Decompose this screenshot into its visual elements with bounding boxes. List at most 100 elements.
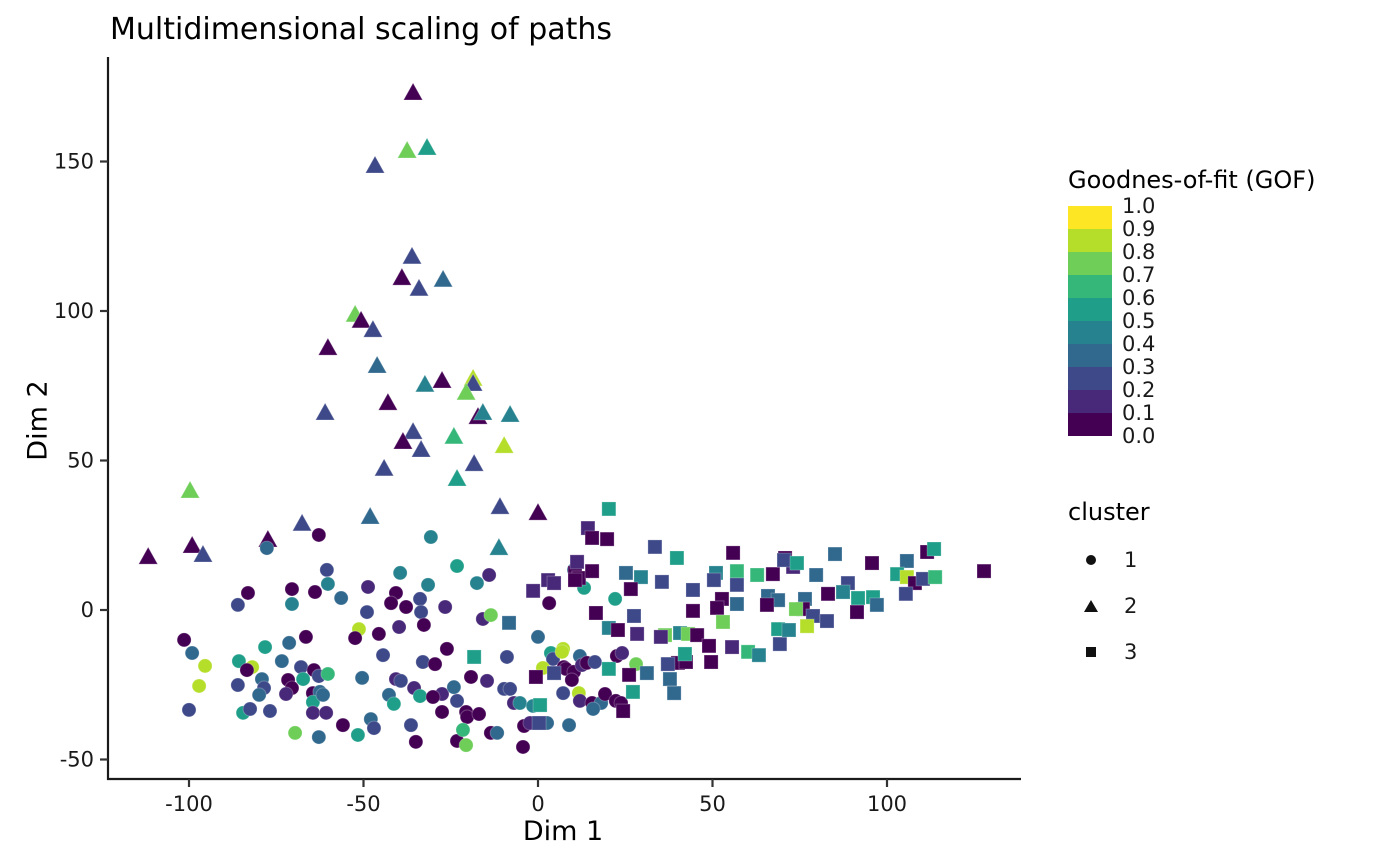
data-point: [391, 619, 407, 635]
data-point: [305, 705, 321, 721]
data-point: [554, 644, 570, 660]
data-point: [392, 430, 414, 450]
data-point: [567, 572, 583, 588]
gof-colorbar-band: [1068, 321, 1112, 344]
data-point: [527, 502, 549, 521]
data-point: [427, 656, 443, 672]
data-point: [416, 137, 438, 156]
data-point: [350, 727, 366, 743]
data-point: [137, 546, 159, 565]
data-point: [347, 630, 363, 646]
data-point: [849, 604, 865, 620]
gof-legend-title: Goodnes-of-fit (GOF): [1068, 166, 1316, 194]
data-point: [685, 582, 701, 598]
data-point: [184, 645, 200, 661]
data-point: [314, 401, 336, 421]
data-point: [320, 666, 336, 682]
data-point: [359, 604, 375, 620]
square-icon: [1072, 647, 1110, 657]
data-point: [531, 715, 547, 731]
data-point: [489, 725, 505, 741]
data-point: [729, 596, 745, 612]
data-point: [481, 567, 497, 583]
data-point: [449, 558, 465, 574]
data-point: [463, 669, 479, 685]
data-point: [408, 277, 430, 297]
data-point: [662, 671, 678, 687]
data-point: [315, 687, 331, 703]
data-point: [629, 626, 645, 642]
cluster-legend-title: cluster: [1068, 498, 1150, 526]
data-point: [765, 566, 781, 582]
data-point: [455, 722, 471, 738]
x-tick-label: -100: [165, 792, 213, 816]
data-point: [391, 267, 413, 286]
y-tick-label: -50: [60, 748, 94, 772]
gof-colorbar-label: 0.7: [1122, 263, 1155, 287]
data-point: [653, 629, 669, 645]
data-point: [471, 706, 487, 722]
data-point: [431, 369, 453, 389]
data-point: [307, 584, 323, 600]
data-point: [532, 697, 548, 713]
data-point: [443, 425, 465, 445]
gof-colorbar-band: [1068, 252, 1112, 275]
data-point: [425, 689, 441, 705]
data-point: [403, 717, 419, 733]
x-axis-title: Dim 1: [522, 816, 604, 847]
data-point: [284, 581, 300, 597]
data-point: [625, 684, 641, 700]
data-point: [402, 82, 424, 101]
x-tick-label: 100: [867, 792, 907, 816]
gof-colorbar-label: 0.1: [1122, 401, 1155, 425]
data-point: [788, 601, 804, 617]
data-point: [808, 567, 824, 583]
gof-colorbar-band: [1068, 206, 1112, 229]
data-point: [458, 737, 474, 753]
data-point: [669, 550, 685, 566]
data-point: [413, 604, 429, 620]
data-point: [469, 575, 485, 591]
data-point: [335, 717, 351, 733]
gof-colorbar-band: [1068, 229, 1112, 252]
data-point: [898, 586, 914, 602]
data-point: [318, 705, 334, 721]
plot-title: Multidimensional scaling of paths: [110, 12, 613, 47]
y-axis-title: Dim 2: [22, 380, 54, 461]
data-point: [499, 404, 521, 423]
data-point: [463, 453, 485, 472]
data-point: [729, 563, 745, 579]
data-point: [626, 608, 642, 624]
data-point: [689, 627, 705, 643]
data-point: [455, 381, 477, 401]
data-point: [499, 649, 515, 665]
data-point: [618, 565, 634, 581]
data-point: [799, 618, 815, 634]
data-point: [781, 622, 797, 638]
data-point: [623, 581, 639, 597]
data-point: [515, 739, 531, 755]
data-point: [530, 629, 546, 645]
cluster-legend-item-1: 1: [1072, 544, 1192, 576]
data-point: [240, 585, 256, 601]
gof-colorbar-band: [1068, 344, 1112, 367]
data-point: [420, 577, 436, 593]
data-point: [311, 729, 327, 745]
gof-colorbar-label: 0.2: [1122, 378, 1155, 402]
data-point: [751, 647, 767, 663]
data-point: [546, 665, 562, 681]
data-point: [281, 635, 297, 651]
cluster-legend-item-3: 3: [1072, 636, 1192, 668]
data-point: [528, 669, 544, 685]
data-point: [569, 554, 585, 570]
data-point: [375, 647, 391, 663]
data-point: [561, 717, 577, 733]
data-point: [359, 505, 381, 525]
y-tick-label: 150: [54, 150, 94, 174]
data-point: [654, 574, 670, 590]
data-point: [415, 654, 431, 670]
data-point: [483, 607, 499, 623]
data-point: [366, 354, 388, 374]
data-point: [179, 479, 201, 499]
